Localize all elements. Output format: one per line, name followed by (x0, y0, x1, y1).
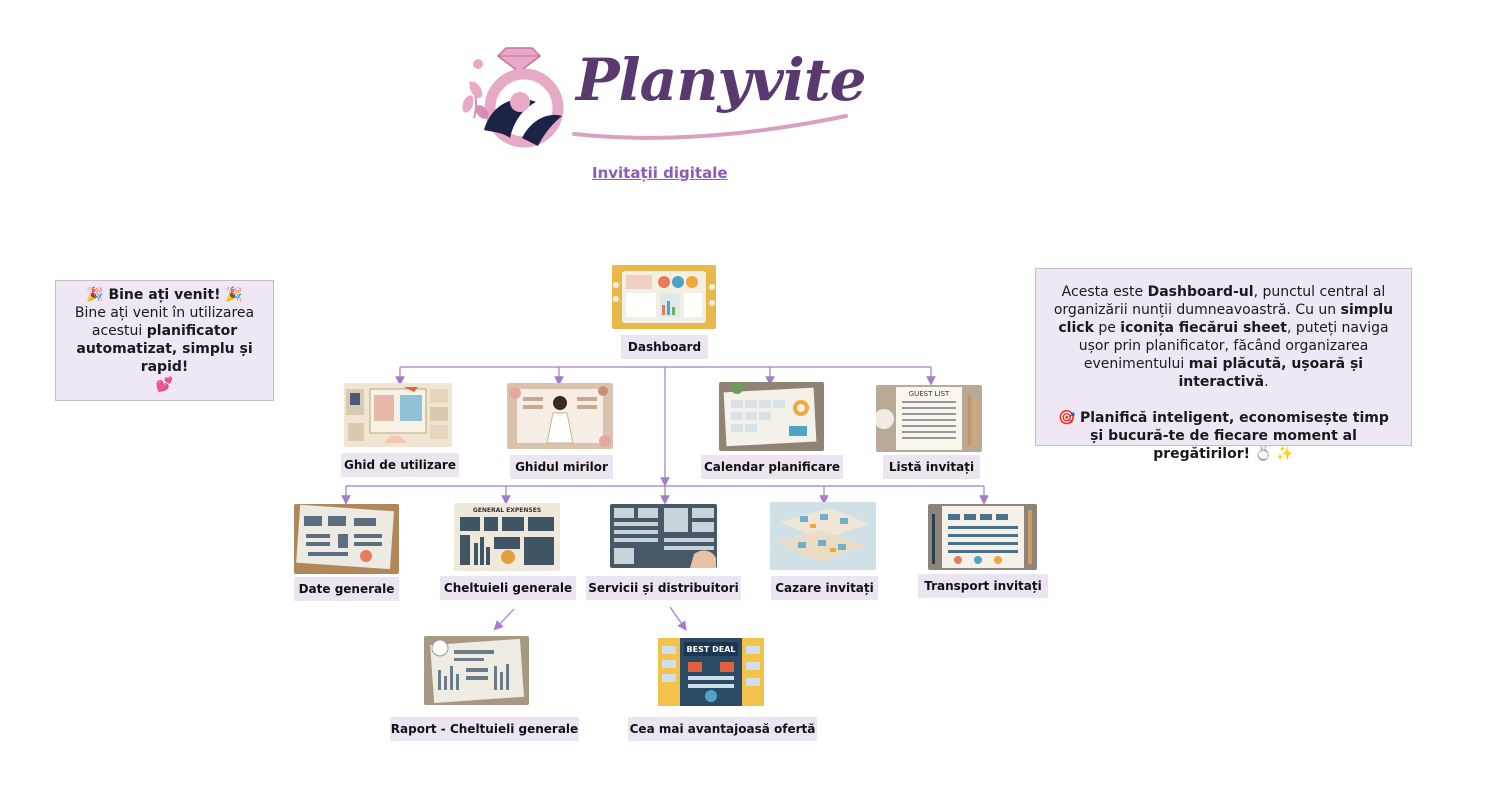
welcome-line2-prefix: acestui (91, 323, 147, 339)
connector-raport (493, 608, 515, 631)
welcome-emoji: 💕 (155, 377, 174, 393)
calendar-planificare-thumbnail[interactable] (719, 382, 824, 451)
welcome-line2-bold: planificator (146, 323, 238, 339)
dashboard-thumbnail[interactable] (612, 265, 716, 329)
ghid-utilizare-label[interactable]: Ghid de utilizare (341, 453, 459, 477)
raport-cheltuieli-label[interactable]: Raport - Cheltuieli generale (390, 717, 579, 741)
ring-sparkles-icons: 💍 ✨ (1250, 446, 1294, 462)
logo-swash (572, 114, 848, 140)
brand-name: Planyvite (576, 46, 867, 114)
welcome-line1: Bine ați venit în utilizarea (74, 305, 255, 321)
lista-invitati-label[interactable]: Listă invitați (883, 455, 980, 479)
info-paragraph: Acesta este Dashboard-ul, punctul centra… (1053, 284, 1394, 390)
cazare-invitati-label[interactable]: Cazare invitați (771, 576, 878, 600)
cea-mai-avantajoasa-oferta-label[interactable]: Cea mai avantajoasă ofertă (628, 717, 817, 741)
cheltuieli-generale-thumbnail[interactable]: GENERAL EXPENSES (454, 503, 560, 571)
lista-invitati-thumbnail[interactable]: GUEST LIST (876, 385, 982, 452)
servicii-distribuitori-thumbnail[interactable] (610, 504, 717, 568)
cea-mai-avantajoasa-oferta-thumbnail[interactable]: BEST DEAL (658, 638, 764, 706)
servicii-distribuitori-label[interactable]: Servicii și distribuitori (586, 576, 741, 600)
dashboard-label[interactable]: Dashboard (621, 335, 708, 359)
connector-oferta (669, 606, 687, 631)
transport-invitati-label[interactable]: Transport invitați (918, 574, 1048, 598)
ghidul-mirilor-label[interactable]: Ghidul mirilor (510, 455, 613, 479)
ghidul-mirilor-thumbnail[interactable] (507, 383, 613, 449)
ghid-utilizare-thumbnail[interactable] (344, 383, 452, 447)
info-tagline: 🎯 Planifică inteligent, economisește tim… (1058, 410, 1389, 462)
target-icon: 🎯 (1058, 410, 1080, 426)
cheltuieli-generale-label[interactable]: Cheltuieli generale (440, 576, 576, 600)
best-deal-heading: BEST DEAL (687, 645, 736, 654)
date-generale-thumbnail[interactable] (294, 504, 399, 574)
welcome-box: 🎉 Bine ați venit! 🎉 Bine ați venit în ut… (55, 280, 274, 401)
planyvite-logo: Planyvite (462, 42, 867, 152)
general-expenses-heading: GENERAL EXPENSES (473, 507, 541, 514)
date-generale-label[interactable]: Date generale (294, 577, 399, 601)
dashboard-info-box: Acesta este Dashboard-ul, punctul centra… (1035, 268, 1412, 462)
guest-list-heading: GUEST LIST (909, 390, 950, 398)
raport-cheltuieli-thumbnail[interactable] (424, 636, 529, 705)
digital-invitations-link[interactable]: Invitații digitale (592, 164, 728, 182)
diamond-ring-icon (462, 47, 564, 148)
welcome-title: 🎉 Bine ați venit! 🎉 (86, 287, 243, 303)
cazare-invitati-thumbnail[interactable] (770, 502, 876, 570)
calendar-planificare-label[interactable]: Calendar planificare (701, 455, 843, 479)
transport-invitati-thumbnail[interactable] (928, 504, 1037, 570)
welcome-line3-bold: automatizat, simplu și rapid! (76, 341, 253, 375)
